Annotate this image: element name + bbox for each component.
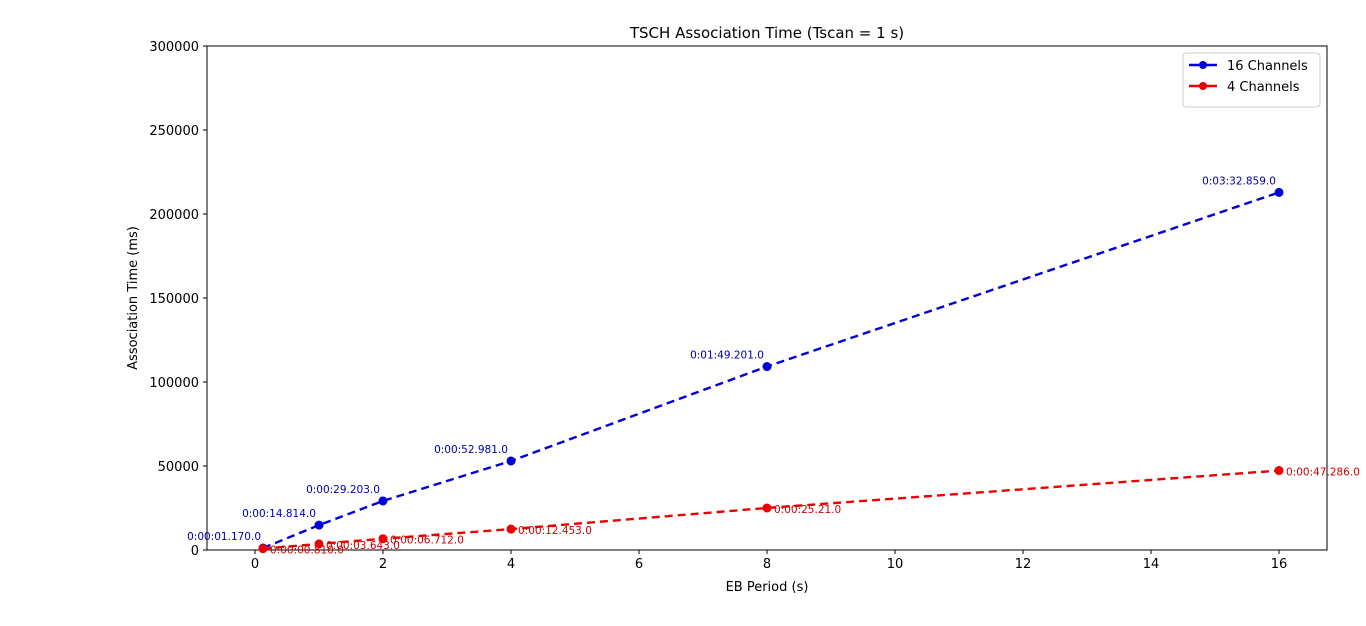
- x-tick-label: 16: [1271, 557, 1288, 572]
- x-tick-label: 8: [763, 557, 771, 572]
- data-label: 0:00:47.286.0: [1286, 467, 1360, 479]
- series-line: [262, 191, 1280, 550]
- data-label: 0:00:12.453.0: [518, 525, 592, 537]
- y-tick-label: 200000: [149, 208, 199, 223]
- data-label: 0:00:01.170.0: [187, 531, 261, 543]
- legend-box: [1182, 52, 1321, 108]
- data-point: [314, 539, 324, 549]
- data-point: [506, 524, 516, 534]
- data-point: [762, 503, 772, 513]
- y-tick-label: 150000: [149, 292, 199, 307]
- data-label: 0:03:32.859.0: [1202, 175, 1276, 187]
- y-tick-label: 250000: [149, 124, 199, 139]
- x-tick-label: 6: [635, 557, 643, 572]
- x-tick-label: 10: [887, 557, 904, 572]
- data-label: 0:00:25.21.0: [774, 504, 841, 516]
- data-point: [314, 520, 324, 530]
- x-tick-label: 0: [251, 557, 259, 572]
- x-tick-label: 4: [507, 557, 515, 572]
- x-tick-label: 2: [379, 557, 387, 572]
- legend-swatch-marker: [1199, 82, 1207, 90]
- x-tick-label: 12: [1015, 557, 1032, 572]
- data-label: 0:01:49.201.0: [690, 350, 764, 362]
- legend-entry: 4 Channels: [1227, 80, 1300, 95]
- data-point: [1274, 187, 1284, 197]
- series-0: 0:00:01.170.0 0:00:14.814.0 0:00:29.203.0 0…: [187, 175, 1284, 553]
- y-tick-label: 50000: [158, 460, 199, 475]
- plot-area: 0 2 4 6 8 10 12 14 16 0 50000 100000 150000 200000 250…: [149, 40, 1360, 572]
- data-point: [378, 496, 388, 506]
- chart-title: TSCH Association Time (Tscan = 1 s): [629, 24, 904, 42]
- data-point: [506, 456, 516, 466]
- y-tick-label: 0: [191, 544, 199, 559]
- series-1: 0:00:00.810.00:00:03.643.00:00:06.712.0 0…: [258, 466, 1360, 557]
- data-label: 0:00:00.810.0: [270, 545, 344, 557]
- data-point: [258, 544, 268, 554]
- legend-entry: 16 Channels: [1227, 59, 1308, 74]
- plot-frame: [206, 45, 1328, 551]
- x-axis-title: EB Period (s): [726, 580, 809, 595]
- data-label: 0:00:29.203.0: [306, 484, 380, 496]
- y-tick-label: 300000: [149, 40, 199, 55]
- legend-swatch-marker: [1199, 61, 1207, 69]
- data-point: [762, 362, 772, 372]
- y-tick-label: 100000: [149, 376, 199, 391]
- x-tick-label: 14: [1143, 557, 1160, 572]
- data-point: [378, 534, 388, 544]
- legend: 16 Channels 4 Channels: [1182, 52, 1321, 108]
- data-label: 0:00:14.814.0: [242, 508, 316, 520]
- data-label: 0:00:52.981.0: [434, 444, 508, 456]
- y-axis-title: Association Time (ms): [126, 226, 141, 370]
- data-label: 0:00:03.643.0: [326, 540, 400, 552]
- series-line: [262, 469, 1280, 550]
- data-label: 0:00:06.712.0: [390, 535, 464, 547]
- data-point: [1274, 466, 1284, 476]
